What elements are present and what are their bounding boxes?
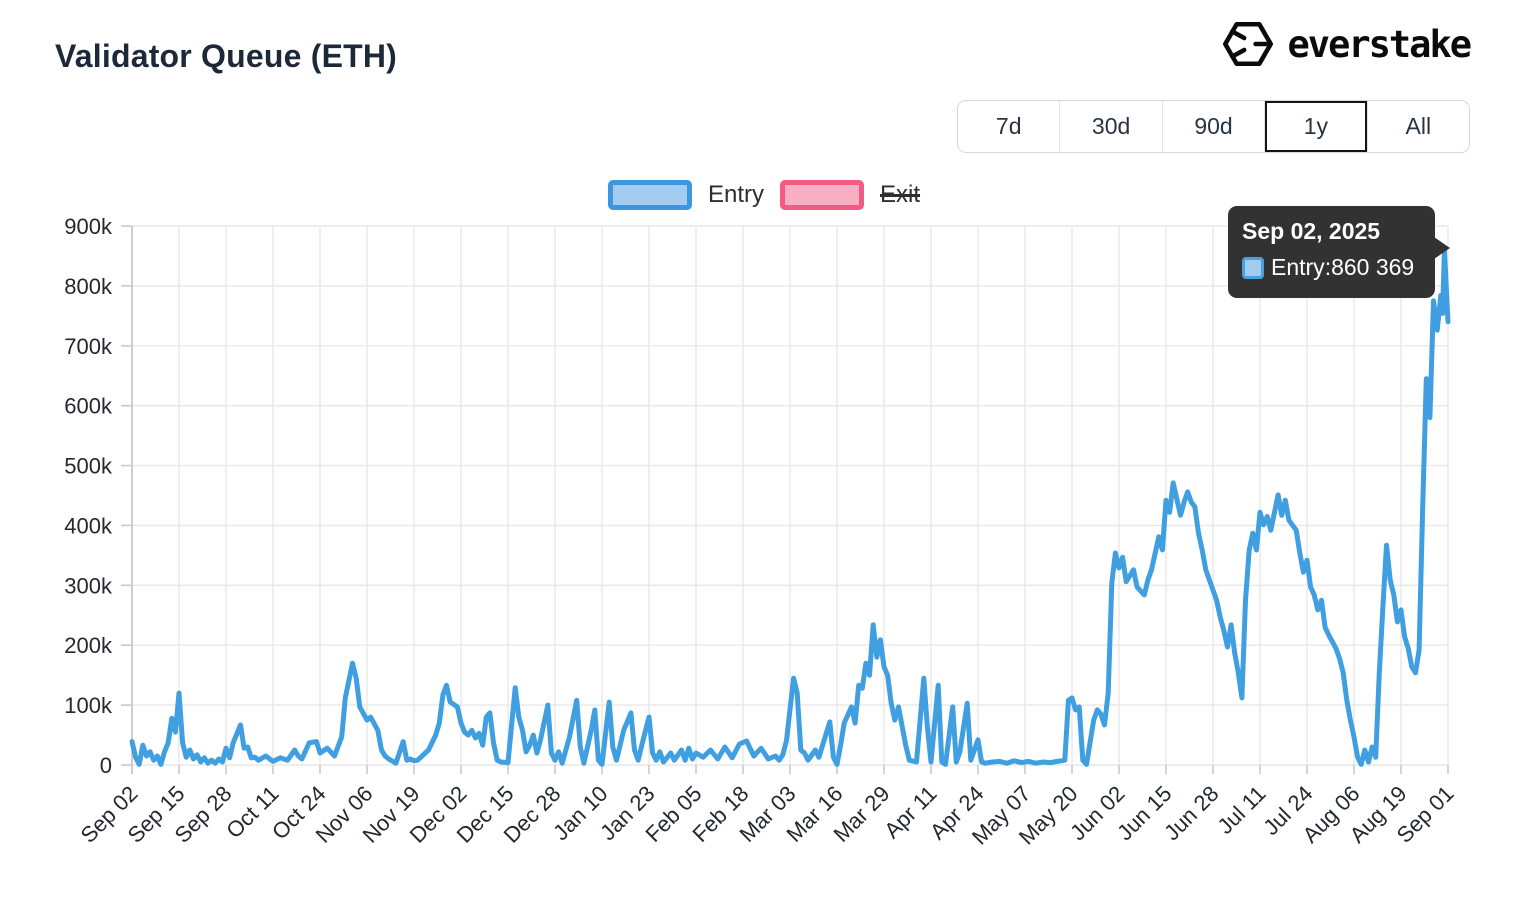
y-tick-label: 200k (64, 633, 113, 658)
entry-series-swatch (608, 180, 692, 210)
legend-label-exit: Exit (880, 181, 921, 208)
range-button-30d[interactable]: 30d (1059, 101, 1162, 152)
legend-item-entry[interactable]: Entry (608, 180, 764, 210)
brand-name: everstake (1287, 22, 1472, 66)
range-button-7d[interactable]: 7d (958, 101, 1060, 152)
y-tick-label: 400k (64, 513, 113, 538)
y-tick-label: 500k (64, 454, 113, 479)
y-tick-label: 600k (64, 394, 113, 419)
tooltip-entry-row: Entry: 860 369 (1242, 254, 1419, 281)
tooltip-series-label: Entry (1271, 254, 1325, 280)
range-selector: 7d 30d 90d 1y All (957, 100, 1470, 153)
x-tick-label: Jul 11 (1212, 781, 1270, 839)
brand-logo: everstake (1222, 18, 1472, 70)
page-title: Validator Queue (ETH) (55, 38, 398, 74)
tooltip-entry-swatch (1242, 256, 1264, 279)
y-tick-label: 100k (64, 693, 113, 718)
tooltip-date: Sep 02, 2025 (1242, 218, 1381, 244)
y-tick-label: 300k (64, 573, 113, 598)
series-line-entry[interactable] (129, 247, 1451, 767)
y-tick-label: 0 (100, 753, 112, 778)
everstake-hexagon-icon (1222, 22, 1273, 66)
legend-label-entry: Entry (708, 181, 765, 208)
chart-legend: Entry Exit (608, 180, 920, 210)
chart-tooltip: Sep 02, 2025 Entry: 860 369 (1228, 206, 1450, 298)
range-button-1y[interactable]: 1y (1264, 101, 1367, 152)
y-tick-label: 800k (64, 274, 113, 299)
y-tick-label: 900k (64, 214, 113, 239)
exit-series-swatch (780, 180, 865, 210)
range-button-90d[interactable]: 90d (1161, 101, 1265, 152)
range-button-all[interactable]: All (1366, 101, 1469, 152)
tooltip-arrow (1434, 237, 1450, 259)
tooltip-value: 860 369 (1331, 254, 1415, 280)
tooltip-separator: : (1324, 254, 1332, 280)
x-tick-label: Jun 28 (1159, 781, 1223, 845)
y-tick-label: 700k (64, 334, 113, 359)
legend-item-exit[interactable]: Exit (780, 180, 920, 210)
